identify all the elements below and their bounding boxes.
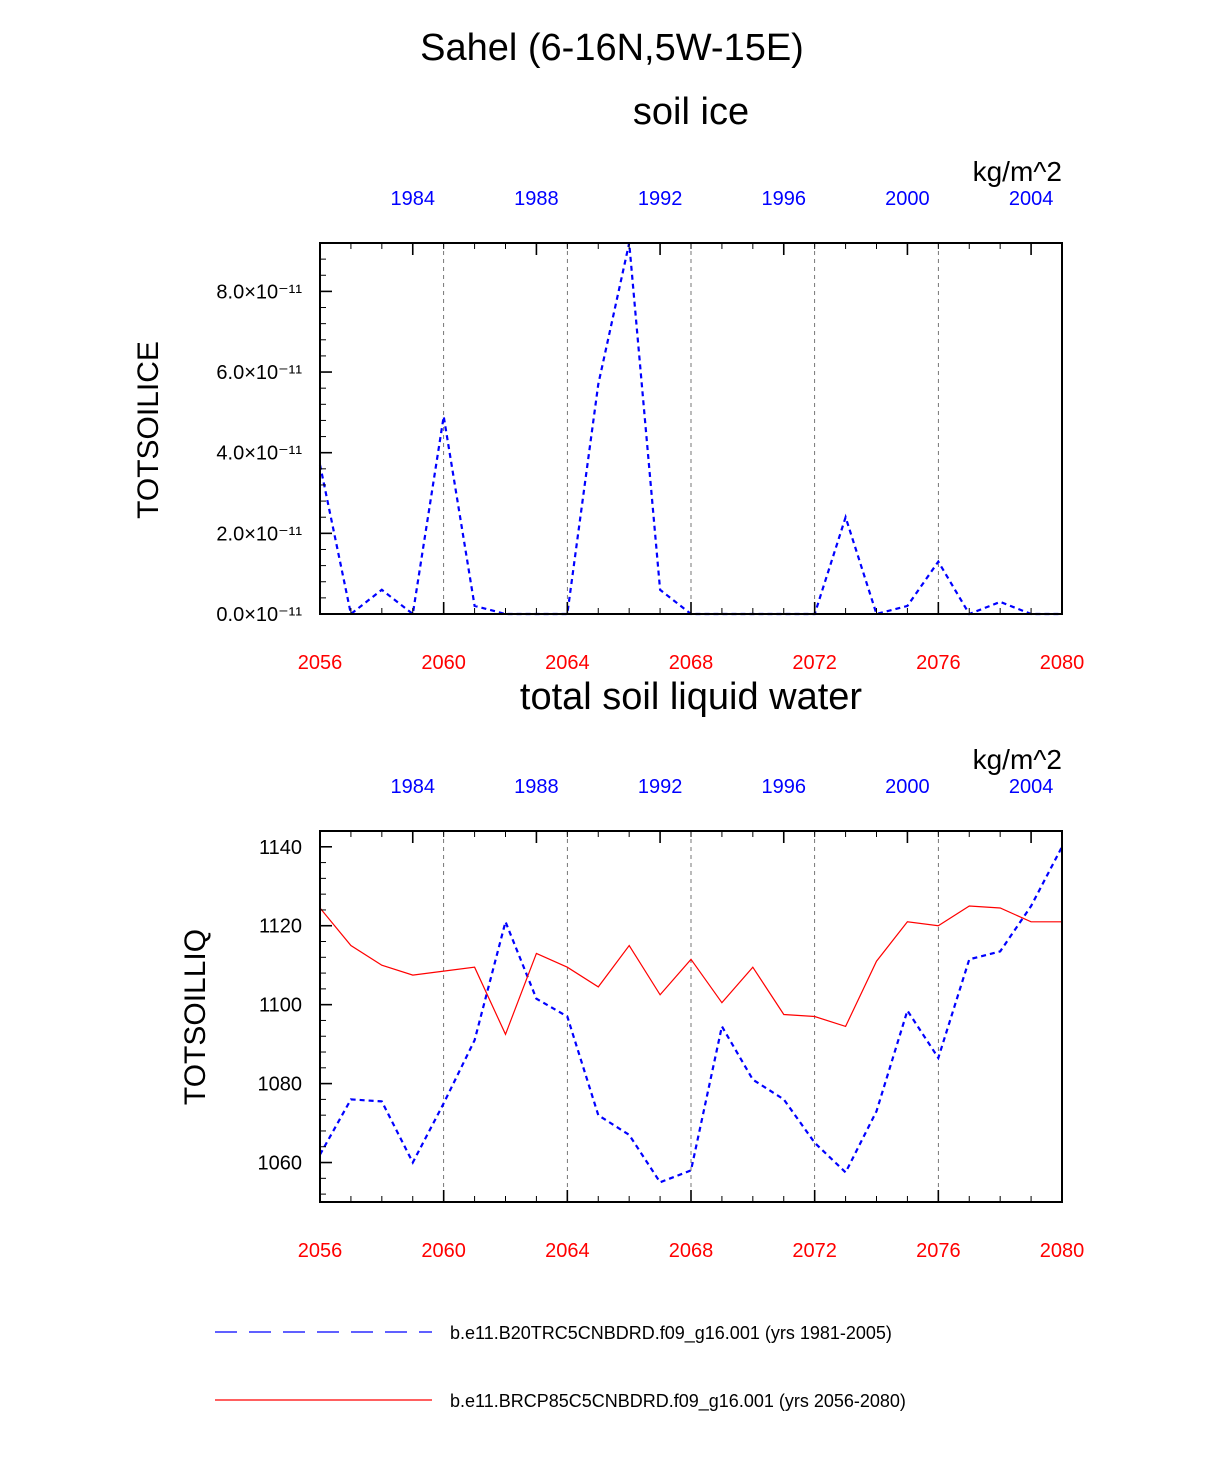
soil-ice-top-tick-label: 1992 — [638, 188, 683, 210]
soil-liquid-units: kg/m^2 — [973, 744, 1062, 775]
soil-liquid-bottom-tick-label: 2064 — [545, 1240, 590, 1262]
soil-ice-top-tick-label: 2004 — [1009, 188, 1054, 210]
soil-ice-bottom-tick-label: 2056 — [298, 652, 343, 674]
soil-liquid-bottom-tick-label: 2068 — [669, 1240, 714, 1262]
soil-liquid-y-tick-label: 1060 — [258, 1153, 303, 1175]
soil-ice-top-tick-label: 1984 — [391, 188, 436, 210]
main-title: Sahel (6-16N,5W-15E) — [420, 27, 804, 69]
soil-liquid-top-tick-label: 1988 — [514, 776, 559, 798]
soil-liquid-top-tick-label: 1996 — [762, 776, 807, 798]
soil-ice-y-tick-label: 8.0×10⁻¹¹ — [216, 281, 302, 303]
soil-liquid-bottom-tick-label: 2056 — [298, 1240, 343, 1262]
soil-ice-bottom-tick-label: 2080 — [1040, 652, 1085, 674]
soil-liquid-bottom-tick-label: 2072 — [792, 1240, 837, 1262]
soil-ice-title: soil ice — [633, 91, 749, 133]
soil-liquid-top-tick-label: 2004 — [1009, 776, 1054, 798]
soil-liquid-title: total soil liquid water — [520, 676, 863, 718]
soil-liquid-y-tick-label: 1120 — [259, 916, 302, 938]
soil-liquid-bottom-tick-label: 2076 — [916, 1240, 961, 1262]
soil-ice-units: kg/m^2 — [973, 156, 1062, 187]
soil-ice-bottom-tick-label: 2060 — [421, 652, 466, 674]
soil-liquid-bottom-tick-label: 2080 — [1040, 1240, 1085, 1262]
soil-ice-y-tick-label: 6.0×10⁻¹¹ — [216, 362, 302, 384]
soil-ice-top-tick-label: 1988 — [514, 188, 559, 210]
soil-liquid-bottom-tick-label: 2060 — [421, 1240, 466, 1262]
soil-liquid-top-tick-label: 1984 — [391, 776, 436, 798]
soil-ice-bottom-tick-label: 2064 — [545, 652, 590, 674]
legend-label-future: b.e11.BRCP85C5CNBDRD.f09_g16.001 (yrs 20… — [450, 1391, 906, 1412]
soil-ice-y-tick-label: 0.0×10⁻¹¹ — [216, 604, 302, 626]
soil-ice-y-tick-label: 2.0×10⁻¹¹ — [216, 523, 302, 545]
soil-ice-bottom-tick-label: 2072 — [792, 652, 837, 674]
legend-label-historical: b.e11.B20TRC5CNBDRD.f09_g16.001 (yrs 198… — [450, 1323, 892, 1344]
soil-liquid-y-tick-label: 1140 — [259, 837, 302, 859]
soil-ice-top-tick-label: 1996 — [762, 188, 807, 210]
soil-liquid-ylabel: TOTSOILLIQ — [179, 929, 212, 1105]
soil-ice-top-tick-label: 2000 — [885, 188, 930, 210]
soil-ice-bottom-tick-label: 2076 — [916, 652, 961, 674]
soil-liquid-panel: total soil liquid water kg/m^2 TOTSOILLI… — [179, 676, 1084, 1262]
soil-liquid-y-tick-label: 1080 — [258, 1074, 303, 1096]
soil-ice-y-tick-label: 4.0×10⁻¹¹ — [216, 443, 302, 465]
soil-liquid-top-tick-label: 2000 — [885, 776, 930, 798]
soil-ice-panel: soil ice kg/m^2 TOTSOILICE 2056 2060 2064 2… — [132, 91, 1084, 674]
soil-liquid-top-tick-label: 1992 — [638, 776, 683, 798]
legend: b.e11.B20TRC5CNBDRD.f09_g16.001 (yrs 198… — [215, 1323, 906, 1412]
soil-liquid-y-tick-label: 1100 — [259, 995, 302, 1017]
soil-ice-ylabel: TOTSOILICE — [132, 341, 165, 519]
soil-ice-bottom-tick-label: 2068 — [669, 652, 714, 674]
